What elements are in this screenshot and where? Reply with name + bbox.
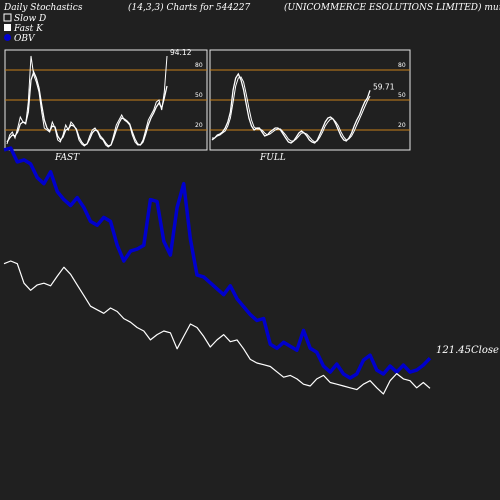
legend-obv-label: OBV	[14, 34, 36, 44]
chart-title: Daily Stochastics	[3, 3, 83, 13]
fast-ytick-50: 50	[195, 92, 203, 99]
full-panel-label: FULL	[259, 153, 286, 163]
full-last-value: 59.71	[373, 82, 395, 91]
legend-slow-d-label: Slow D	[14, 14, 46, 24]
fast-last-value: 94.12	[170, 48, 192, 57]
full-ytick-20: 20	[398, 122, 406, 129]
legend-fast-k-swatch	[4, 24, 11, 31]
fast-ytick-20: 20	[195, 122, 203, 129]
chart-params: (14,3,3) Charts for 544227	[128, 2, 250, 13]
chart-company: (UNICOMMERCE ESOLUTIONS LIMITED) munafas…	[284, 2, 500, 13]
fast-ytick-80: 80	[195, 62, 203, 69]
legend-obv-swatch	[4, 34, 11, 41]
close-value-label: 121.45Close	[436, 345, 499, 356]
full-ytick-50: 50	[398, 92, 406, 99]
fast-panel-label: FAST	[54, 153, 80, 163]
full-ytick-80: 80	[398, 62, 406, 69]
legend-fast-k-label: Fast K	[13, 24, 44, 34]
